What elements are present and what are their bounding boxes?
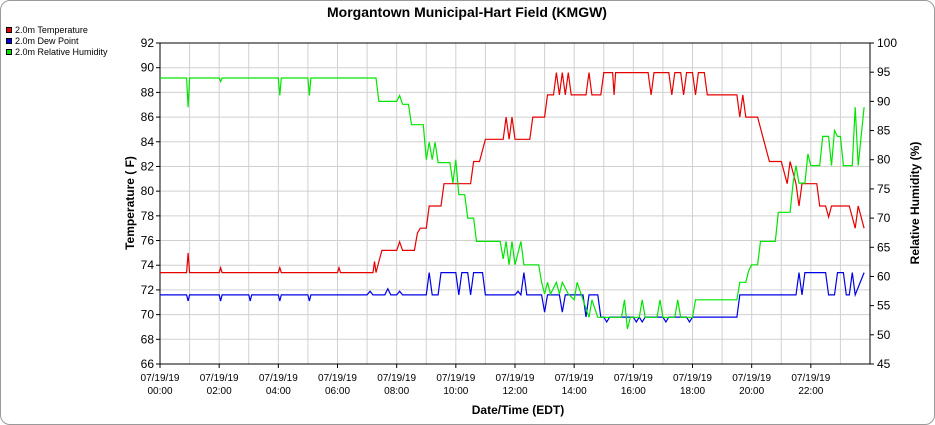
legend-swatch-humidity (6, 48, 12, 55)
y2-tick-label: 100 (877, 36, 897, 50)
legend-label-temperature: 2.0m Temperature (15, 24, 88, 35)
x-tick-label-date: 07/19/19 (732, 373, 771, 384)
legend-item-temperature: 2.0m Temperature (6, 24, 108, 35)
y-tick-label: 92 (141, 36, 155, 50)
x-tick-label-time: 02:00 (207, 386, 232, 397)
y2-tick-label: 45 (877, 357, 891, 371)
y-tick-label: 90 (141, 61, 155, 75)
x-tick-label-date: 07/19/19 (259, 373, 298, 384)
series-line-dew-point (160, 272, 865, 324)
y-tick-label: 68 (141, 332, 155, 346)
y-axis-left: 66 68 70 72 74 76 78 80 82 84 86 88 90 92 (141, 36, 160, 371)
x-tick-label-time: 08:00 (384, 386, 409, 397)
legend: 2.0m Temperature 2.0m Dew Point 2.0m Rel… (6, 24, 108, 57)
y-tick-label: 84 (141, 135, 155, 149)
y-tick-label: 88 (141, 85, 155, 99)
x-tick-label-date: 07/19/19 (673, 373, 712, 384)
x-tick-label-time: 04:00 (266, 386, 291, 397)
x-tick-label-date: 07/19/19 (377, 373, 416, 384)
x-tick-label-time: 16:00 (621, 386, 646, 397)
x-axis: 07/19/19 00:00 07/19/19 02:00 07/19/19 04:00 0… (141, 364, 831, 397)
x-tick-label-date: 07/19/19 (436, 373, 475, 384)
x-tick-label-time: 12:00 (502, 386, 527, 397)
x-tick-label-date: 07/19/19 (200, 373, 239, 384)
legend-item-humidity: 2.0m Relative Humidity (6, 46, 108, 57)
legend-swatch-dew-point (6, 37, 12, 44)
y2-tick-label: 60 (877, 269, 891, 283)
y-tick-label: 70 (141, 308, 155, 322)
series-lines (160, 71, 865, 330)
y2-tick-label: 50 (877, 328, 891, 342)
y-tick-label: 86 (141, 110, 155, 124)
y-tick-label: 72 (141, 283, 155, 297)
y-tick-label: 82 (141, 159, 155, 173)
legend-label-dew-point: 2.0m Dew Point (15, 35, 79, 46)
y2-tick-label: 90 (877, 94, 891, 108)
x-tick-label-date: 07/19/19 (791, 373, 830, 384)
y-tick-label: 80 (141, 184, 155, 198)
y-axis-right: 45 50 55 60 65 70 75 80 85 90 95 100 (870, 36, 897, 371)
y2-tick-label: 65 (877, 240, 891, 254)
grid (160, 43, 870, 364)
y2-tick-label: 85 (877, 124, 891, 138)
y-axis-right-title: Relative Humidity (%) (908, 142, 922, 265)
y2-tick-label: 80 (877, 153, 891, 167)
y-tick-label: 66 (141, 357, 155, 371)
x-tick-label-date: 07/19/19 (555, 373, 594, 384)
legend-label-humidity: 2.0m Relative Humidity (15, 46, 108, 57)
y-tick-label: 74 (141, 258, 155, 272)
y2-tick-label: 95 (877, 65, 891, 79)
series-line-temperature (160, 71, 865, 274)
legend-item-dew-point: 2.0m Dew Point (6, 35, 108, 46)
x-tick-label-time: 18:00 (680, 386, 705, 397)
y-tick-label: 76 (141, 234, 155, 248)
x-tick-label-date: 07/19/19 (614, 373, 653, 384)
x-tick-label-time: 10:00 (443, 386, 468, 397)
x-tick-label-time: 20:00 (739, 386, 764, 397)
chart-title: Morgantown Municipal-Hart Field (KMGW) (327, 4, 607, 20)
x-tick-label-date: 07/19/19 (496, 373, 535, 384)
y-tick-label: 78 (141, 209, 155, 223)
y-axis-left-title: Temperature ( F) (123, 156, 137, 250)
y2-tick-label: 75 (877, 182, 891, 196)
legend-swatch-temperature (6, 26, 12, 33)
x-tick-label-date: 07/19/19 (318, 373, 357, 384)
y2-tick-label: 55 (877, 299, 891, 313)
x-axis-title: Date/Time (EDT) (472, 403, 564, 417)
x-tick-label-time: 00:00 (147, 386, 172, 397)
y2-tick-label: 70 (877, 211, 891, 225)
x-tick-label-date: 07/19/19 (141, 373, 180, 384)
series-line-relative-humidity (160, 77, 865, 330)
x-tick-label-time: 14:00 (562, 386, 587, 397)
x-tick-label-time: 22:00 (798, 386, 823, 397)
x-tick-label-time: 06:00 (325, 386, 350, 397)
